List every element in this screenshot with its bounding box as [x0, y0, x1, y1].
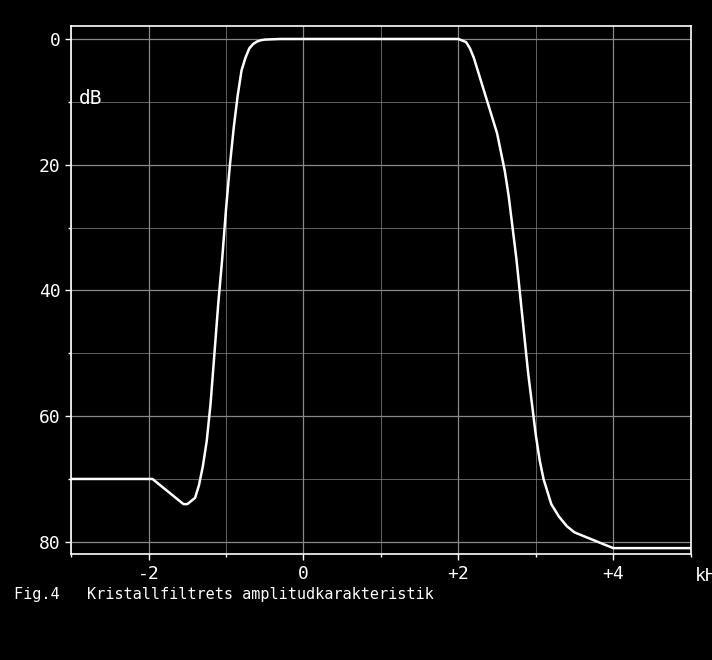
Text: Fig.4   Kristallfiltrets amplitudkarakteristik: Fig.4 Kristallfiltrets amplitudkarakteri…: [14, 587, 434, 603]
Text: kHz: kHz: [694, 567, 712, 585]
Text: dB: dB: [79, 89, 103, 108]
